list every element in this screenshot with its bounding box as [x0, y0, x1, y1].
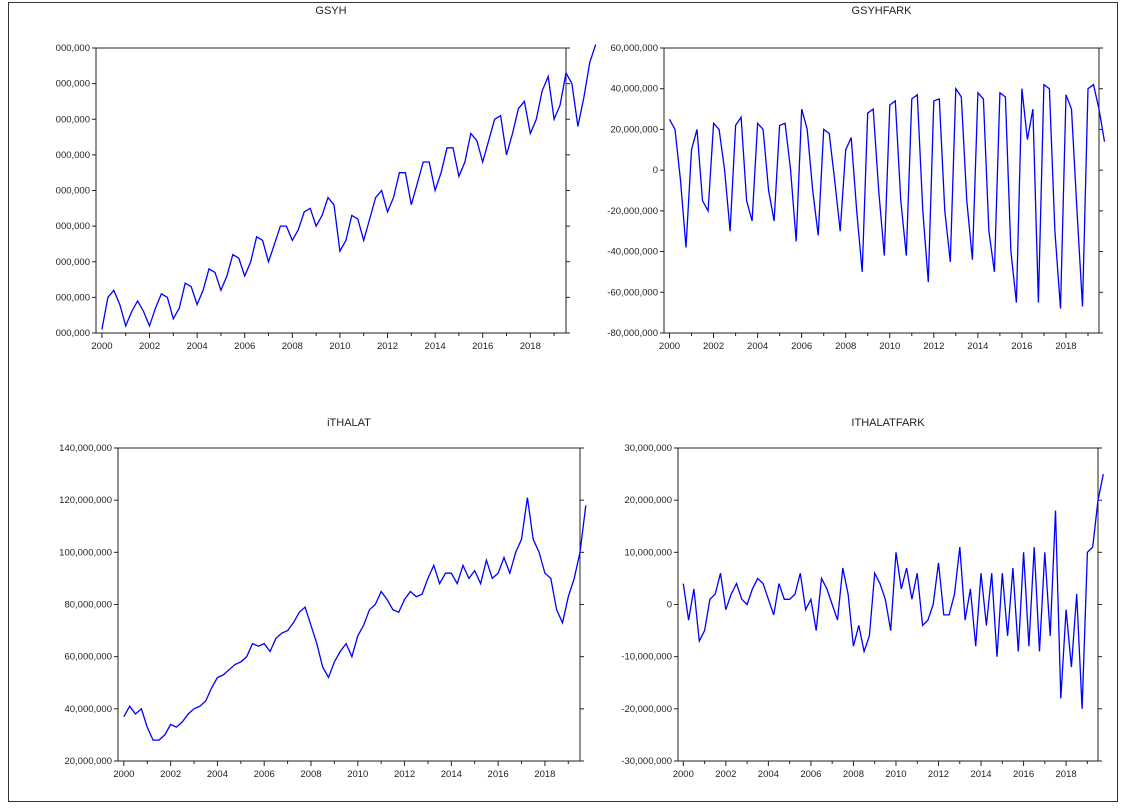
y-tick-label: 0	[653, 165, 658, 176]
x-tick-label: 2006	[791, 341, 812, 352]
plot-area	[677, 447, 1099, 762]
y-tick-label: 000,000	[56, 221, 90, 232]
y-tick-label: 000,000	[56, 79, 90, 90]
x-tick-label: 2014	[967, 341, 988, 352]
chart-title: GSYHFARK	[852, 5, 913, 17]
y-tick-label: 0	[667, 600, 672, 611]
series-line	[682, 473, 1104, 709]
x-tick-label: 2012	[394, 769, 415, 780]
y-tick-label: 120,000,000	[59, 495, 112, 506]
x-tick-label: 2008	[300, 769, 321, 780]
y-tick-label: 80,000,000	[64, 600, 112, 611]
series-line	[101, 44, 597, 330]
x-tick-label: 2010	[329, 341, 350, 352]
plot-area	[117, 447, 581, 762]
y-tick-label: -10,000,000	[621, 652, 672, 663]
x-tick-label: 2016	[1011, 341, 1032, 352]
chart-title: GSYH	[315, 5, 346, 17]
plot-area	[95, 47, 567, 334]
x-tick-label: 2012	[377, 341, 398, 352]
y-tick-label: -20,000,000	[621, 704, 672, 715]
x-tick-label: 2018	[1055, 341, 1076, 352]
x-tick-label: 2002	[139, 341, 160, 352]
x-tick-label: 2002	[715, 769, 736, 780]
x-tick-label: 2004	[187, 341, 208, 352]
x-tick-label: 2010	[879, 341, 900, 352]
x-tick-label: 2000	[91, 341, 112, 352]
chart-panel-1: GSYH 000,000 000,000 000,000 000,000 000,000 0…	[56, 5, 597, 352]
x-tick-label: 2006	[800, 769, 821, 780]
y-tick-label: 140,000,000	[59, 443, 112, 454]
x-tick-label: 2016	[1013, 769, 1034, 780]
x-tick-label: 2018	[534, 769, 555, 780]
y-tick-label: -80,000,000	[607, 328, 658, 339]
y-tick-label: 000,000	[56, 114, 90, 125]
x-tick-label: 2016	[472, 341, 493, 352]
series-line	[123, 497, 587, 741]
y-tick-label: 000,000	[56, 257, 90, 268]
x-tick-label: 2002	[160, 769, 181, 780]
x-tick-label: 2012	[928, 769, 949, 780]
chart-panel-4: ITHALATFARK -30,000,000 -20,000,000 -10,000…	[621, 417, 1104, 780]
x-tick-label: 2006	[234, 341, 255, 352]
plot-area	[663, 47, 1100, 334]
y-tick-label: 20,000,000	[624, 495, 672, 506]
x-tick-label: 2010	[885, 769, 906, 780]
x-tick-label: 2004	[747, 341, 768, 352]
x-tick-label: 2008	[835, 341, 856, 352]
x-tick-label: 2000	[673, 769, 694, 780]
x-tick-label: 2000	[659, 341, 680, 352]
y-tick-label: -20,000,000	[607, 206, 658, 217]
y-tick-label: -60,000,000	[607, 287, 658, 298]
x-tick-label: 2018	[520, 341, 541, 352]
y-tick-label: 100,000,000	[59, 547, 112, 558]
x-tick-label: 2012	[923, 341, 944, 352]
chart-panel-2: GSYHFARK -80,000,000 -60,000,000 -40,000,00…	[607, 5, 1106, 352]
x-tick-label: 2004	[758, 769, 779, 780]
chart-panel-3: iTHALAT 20,000,000 40,000,000 60,000,000 80,…	[59, 417, 587, 780]
x-tick-label: 2004	[207, 769, 228, 780]
y-tick-label: 20,000,000	[610, 124, 658, 135]
y-tick-label: 30,000,000	[624, 443, 672, 454]
chart-title: ITHALATFARK	[851, 417, 925, 429]
x-tick-label: 2010	[347, 769, 368, 780]
x-tick-label: 2006	[254, 769, 275, 780]
y-tick-label: 000,000	[56, 186, 90, 197]
y-tick-label: -30,000,000	[621, 756, 672, 767]
y-tick-label: 000,000	[56, 43, 90, 54]
chart-title: iTHALAT	[327, 417, 371, 429]
x-tick-label: 2016	[488, 769, 509, 780]
x-tick-label: 2002	[703, 341, 724, 352]
x-tick-label: 2000	[113, 769, 134, 780]
y-tick-label: 10,000,000	[624, 547, 672, 558]
x-tick-label: 2018	[1056, 769, 1077, 780]
y-tick-label: 60,000,000	[610, 43, 658, 54]
x-tick-label: 2014	[970, 769, 991, 780]
x-tick-label: 2008	[282, 341, 303, 352]
y-tick-label: 000,000	[56, 328, 90, 339]
y-tick-label: -40,000,000	[607, 247, 658, 258]
y-tick-label: 000,000	[56, 292, 90, 303]
series-line	[668, 83, 1106, 309]
x-tick-label: 2014	[425, 341, 446, 352]
y-tick-label: 40,000,000	[610, 84, 658, 95]
y-tick-label: 000,000	[56, 150, 90, 161]
y-tick-label: 40,000,000	[64, 704, 112, 715]
y-tick-label: 60,000,000	[64, 652, 112, 663]
x-tick-label: 2008	[843, 769, 864, 780]
y-tick-label: 20,000,000	[64, 756, 112, 767]
x-tick-label: 2014	[441, 769, 462, 780]
